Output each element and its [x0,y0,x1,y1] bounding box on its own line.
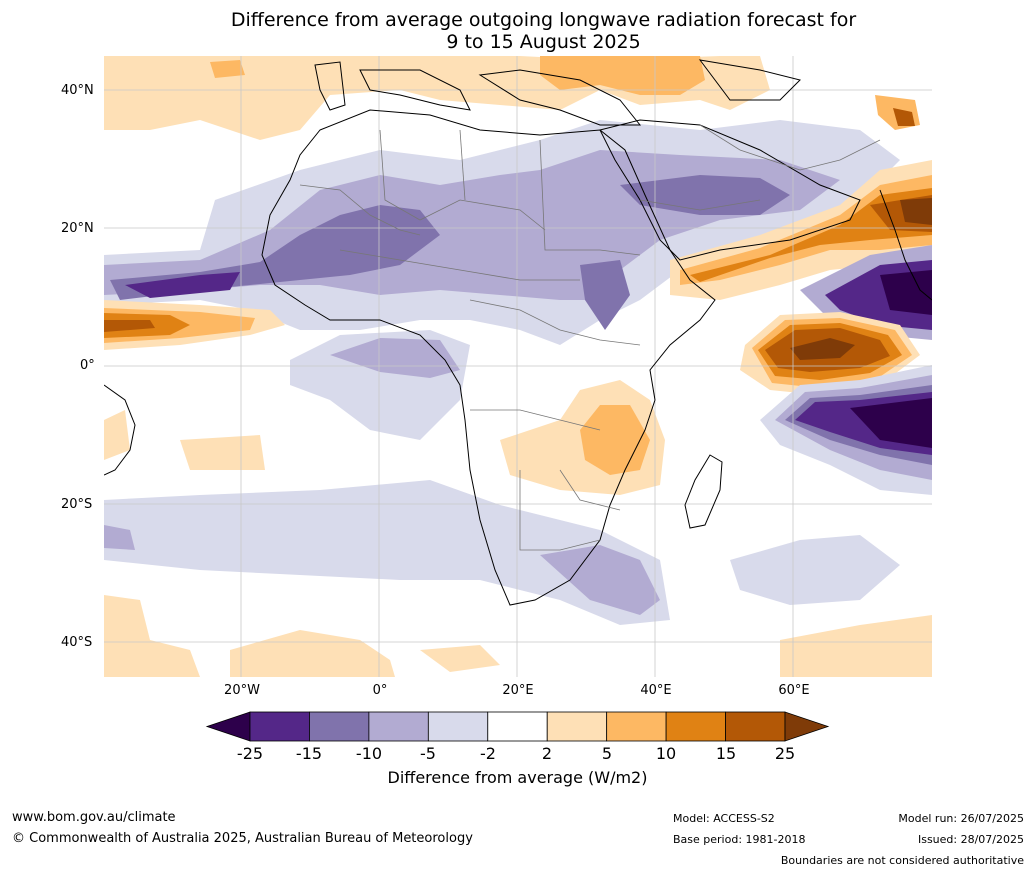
footer-copyright: © Commonwealth of Australia 2025, Austra… [12,831,473,846]
anomaly-region [580,260,630,330]
colorbar-swatch [665,711,726,742]
anomaly-region [850,398,932,448]
gridlines [104,56,932,677]
colorbar-tick: -15 [295,744,323,763]
anomaly-region [790,338,855,360]
anomaly-region [540,56,705,95]
footer-model: Model: ACCESS-S2 [673,812,775,825]
arabia-coastline [599,119,861,261]
colorbar-swatch [487,711,548,742]
colorbar-tick: -25 [236,744,264,763]
anomaly-region [680,175,932,285]
lat-label-40s: 40°S [61,635,93,650]
anomaly-region [620,175,790,215]
colorbar-swatch [546,711,608,742]
colorbar-tick: 25 [774,744,796,763]
anomaly-region [104,480,670,625]
country-borders [299,124,881,551]
colorbar-extension-low [205,711,251,742]
colorbar-tick: 5 [601,744,613,763]
anomaly-region [210,60,245,78]
coastlines [104,59,932,606]
colorbar-tick: -5 [420,744,436,763]
lat-label-20n: 20°N [61,221,94,236]
south-america-coastline [104,384,136,476]
anomaly-region [420,645,500,672]
map-plot [104,56,932,677]
colorbar-tick: -2 [480,744,496,763]
lon-label-20w: 20°W [224,683,260,698]
madagascar-coastline [684,454,723,529]
colorbar-swatch [606,711,667,742]
anomaly-region [893,108,915,126]
lat-label-equator: 0° [80,358,95,373]
lat-label-20s: 20°S [61,497,93,512]
anomaly-region [580,405,650,475]
anomaly-region [880,270,932,315]
colorbar-swatch [309,711,370,742]
footer-disclaimer: Boundaries are not considered authoritat… [780,854,1024,867]
colorbar [205,711,830,742]
colorbar-swatch [249,711,310,742]
title-line-1: Difference from average outgoing longwav… [230,9,857,31]
lon-label-20e: 20°E [502,683,534,698]
footer-model-run: Model run: 26/07/2025 [898,812,1024,825]
colorbar-extension-high [784,711,830,742]
colorbar-swatches [205,711,830,742]
colorbar-tick: 10 [655,744,677,763]
anomaly-region [690,188,932,282]
footer-base-period: Base period: 1981-2018 [673,833,806,846]
footer-website: www.bom.gov.au/climate [12,810,176,825]
anomaly-region [125,272,240,298]
anomaly-region [104,525,135,550]
colorbar-swatch [427,711,489,742]
africa-coastline [261,109,716,606]
map-title: Difference from average outgoing longwav… [0,9,1035,53]
lon-label-0: 0° [372,683,388,698]
title-line-2: 9 to 15 August 2025 [446,31,641,53]
footer-issued: Issued: 28/07/2025 [917,833,1024,846]
anomaly-region [104,410,130,460]
anomaly-region [780,615,932,677]
europe-coastline [314,59,801,126]
anomaly-region [104,320,155,332]
colorbar-label: Difference from average (W/m2) [387,768,648,787]
anomaly-region [540,545,660,615]
colorbar-tick: 15 [715,744,737,763]
anomaly-region [330,338,460,378]
colorbar-swatch [725,711,786,742]
lat-label-40n: 40°N [61,83,94,98]
colorbar-tick: -10 [355,744,383,763]
lon-label-40e: 40°E [640,683,672,698]
india-coastline [879,189,932,301]
colorbar-swatch [368,711,429,742]
colorbar-tick: 2 [541,744,553,763]
anomaly-region [104,595,200,677]
lon-label-60e: 60°E [778,683,810,698]
anomaly-fields [104,56,932,677]
anomaly-region [730,535,900,605]
anomaly-region [180,435,265,470]
anomaly-region [900,198,932,225]
